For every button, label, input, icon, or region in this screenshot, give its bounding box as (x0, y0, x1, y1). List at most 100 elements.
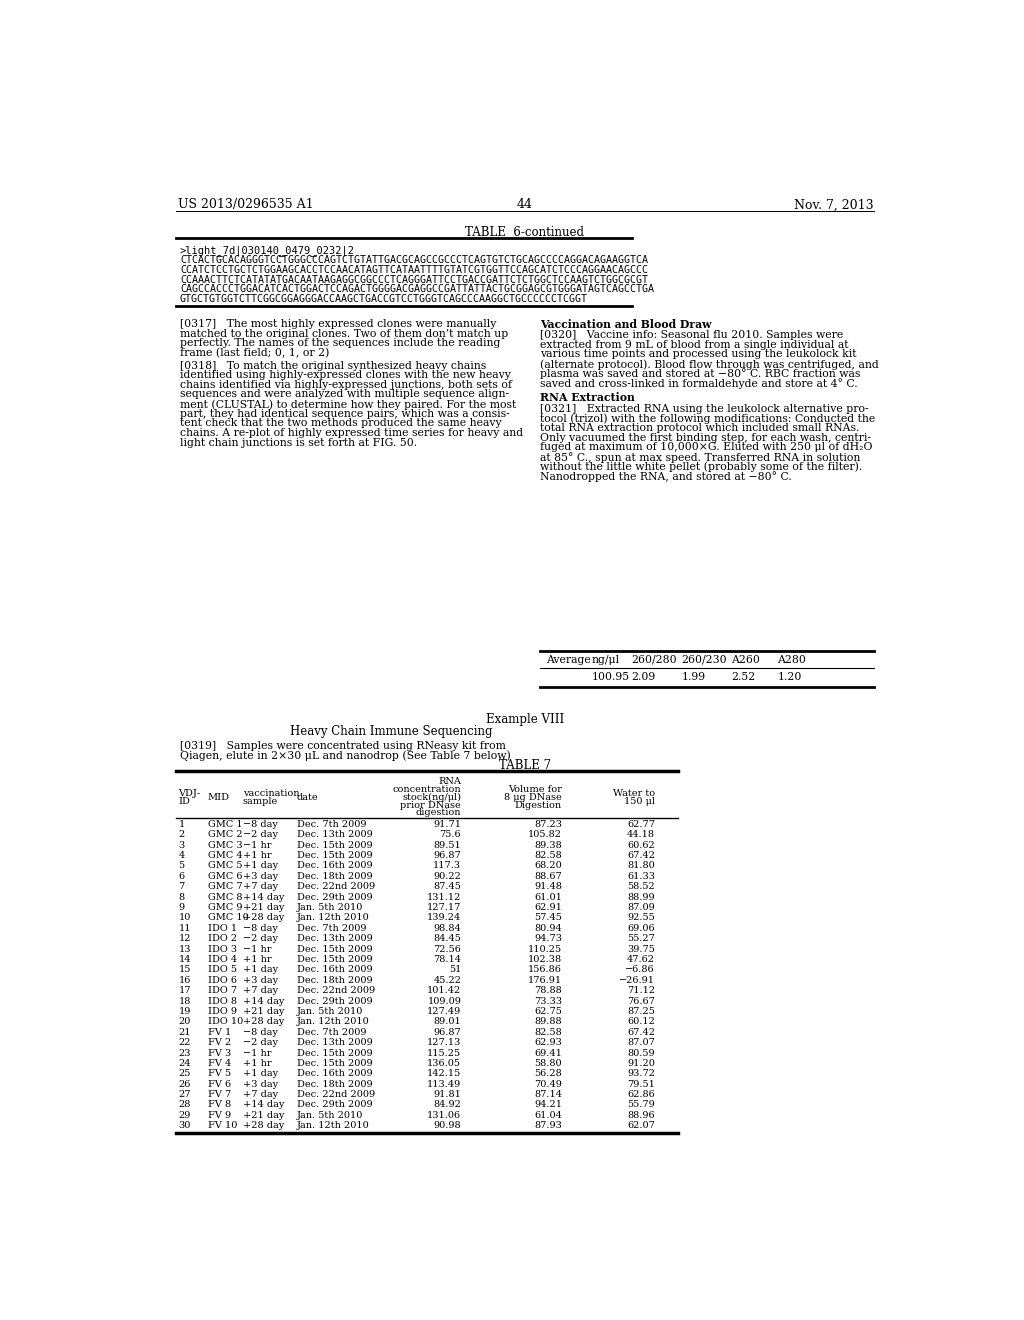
Text: 60.62: 60.62 (628, 841, 655, 850)
Text: Example VIII: Example VIII (485, 713, 564, 726)
Text: FV 8: FV 8 (208, 1101, 231, 1110)
Text: GMC 6: GMC 6 (208, 871, 243, 880)
Text: 102.38: 102.38 (528, 954, 562, 964)
Text: A280: A280 (777, 655, 806, 665)
Text: 260/280: 260/280 (632, 655, 677, 665)
Text: Dec. 7th 2009: Dec. 7th 2009 (297, 820, 367, 829)
Text: Dec. 15th 2009: Dec. 15th 2009 (297, 954, 373, 964)
Text: +1 day: +1 day (243, 862, 278, 870)
Text: −26.91: −26.91 (618, 975, 655, 985)
Text: ID: ID (178, 797, 190, 805)
Text: 101.42: 101.42 (427, 986, 461, 995)
Text: 115.25: 115.25 (427, 1048, 461, 1057)
Text: 71.12: 71.12 (627, 986, 655, 995)
Text: 90.22: 90.22 (433, 871, 461, 880)
Text: CTCACTGCACAGGGTCCTGGGCCCAGTCTGTATTGACGCAGCCGCCCTCAGTGTCTGCAGCCCCAGGACAGAAGGTCA: CTCACTGCACAGGGTCCTGGGCCCAGTCTGTATTGACGCA… (180, 256, 648, 265)
Text: Nanodropped the RNA, and stored at −80° C.: Nanodropped the RNA, and stored at −80° … (541, 471, 792, 482)
Text: 20: 20 (178, 1018, 190, 1027)
Text: light chain junctions is set forth at FIG. 50.: light chain junctions is set forth at FI… (180, 437, 417, 447)
Text: −8 day: −8 day (243, 924, 278, 933)
Text: IDO 9: IDO 9 (208, 1007, 237, 1016)
Text: 76.67: 76.67 (627, 997, 655, 1006)
Text: +3 day: +3 day (243, 1080, 278, 1089)
Text: tocol (trizol) with the following modifications: Conducted the: tocol (trizol) with the following modifi… (541, 413, 876, 424)
Text: 72.56: 72.56 (433, 945, 461, 953)
Text: GMC 9: GMC 9 (208, 903, 243, 912)
Text: 62.07: 62.07 (627, 1121, 655, 1130)
Text: TABLE  6-continued: TABLE 6-continued (465, 226, 585, 239)
Text: 56.28: 56.28 (535, 1069, 562, 1078)
Text: 87.93: 87.93 (535, 1121, 562, 1130)
Text: 93.72: 93.72 (627, 1069, 655, 1078)
Text: Dec. 16th 2009: Dec. 16th 2009 (297, 1069, 373, 1078)
Text: IDO 1: IDO 1 (208, 924, 237, 933)
Text: [0318]   To match the original synthesized heavy chains: [0318] To match the original synthesized… (180, 360, 486, 371)
Text: sequences and were analyzed with multiple sequence align-: sequences and were analyzed with multipl… (180, 389, 509, 400)
Text: −1 hr: −1 hr (243, 841, 271, 850)
Text: +1 hr: +1 hr (243, 954, 271, 964)
Text: 87.45: 87.45 (433, 882, 461, 891)
Text: 45.22: 45.22 (433, 975, 461, 985)
Text: GMC 8: GMC 8 (208, 892, 243, 902)
Text: 11: 11 (178, 924, 190, 933)
Text: CCAAACTTCTCATATATGACAATAAGAGGCGGCCCTCAGGGATTCCTGACCGATTCTCTGGCTCCAAGTCTGGCGCGT: CCAAACTTCTCATATATGACAATAAGAGGCGGCCCTCAGG… (180, 275, 648, 285)
Text: Jan. 12th 2010: Jan. 12th 2010 (297, 913, 370, 923)
Text: 89.88: 89.88 (535, 1018, 562, 1027)
Text: perfectly. The names of the sequences include the reading: perfectly. The names of the sequences in… (180, 338, 501, 348)
Text: 88.99: 88.99 (628, 892, 655, 902)
Text: 98.84: 98.84 (433, 924, 461, 933)
Text: Dec. 15th 2009: Dec. 15th 2009 (297, 841, 373, 850)
Text: Volume for: Volume for (508, 785, 562, 795)
Text: −2 day: −2 day (243, 1038, 278, 1047)
Text: 127.17: 127.17 (427, 903, 461, 912)
Text: Dec. 18th 2009: Dec. 18th 2009 (297, 1080, 373, 1089)
Text: GMC 1: GMC 1 (208, 820, 243, 829)
Text: 94.73: 94.73 (534, 935, 562, 944)
Text: A260: A260 (731, 655, 760, 665)
Text: 61.33: 61.33 (627, 871, 655, 880)
Text: +1 day: +1 day (243, 965, 278, 974)
Text: 57.45: 57.45 (535, 913, 562, 923)
Text: 142.15: 142.15 (427, 1069, 461, 1078)
Text: FV 4: FV 4 (208, 1059, 231, 1068)
Text: part, they had identical sequence pairs, which was a consis-: part, they had identical sequence pairs,… (180, 409, 510, 418)
Text: TABLE 7: TABLE 7 (499, 759, 551, 772)
Text: −6.86: −6.86 (626, 965, 655, 974)
Text: 14: 14 (178, 954, 190, 964)
Text: −1 hr: −1 hr (243, 945, 271, 953)
Text: concentration: concentration (392, 785, 461, 795)
Text: 12: 12 (178, 935, 190, 944)
Text: Dec. 7th 2009: Dec. 7th 2009 (297, 924, 367, 933)
Text: 80.59: 80.59 (628, 1048, 655, 1057)
Text: 87.14: 87.14 (534, 1090, 562, 1100)
Text: Dec. 22nd 2009: Dec. 22nd 2009 (297, 882, 375, 891)
Text: 96.87: 96.87 (433, 1028, 461, 1036)
Text: 1: 1 (178, 820, 184, 829)
Text: [0321]   Extracted RNA using the leukolock alternative pro-: [0321] Extracted RNA using the leukolock… (541, 404, 869, 413)
Text: Dec. 18th 2009: Dec. 18th 2009 (297, 975, 373, 985)
Text: 90.98: 90.98 (433, 1121, 461, 1130)
Text: FV 5: FV 5 (208, 1069, 231, 1078)
Text: 68.20: 68.20 (535, 862, 562, 870)
Text: FV 7: FV 7 (208, 1090, 231, 1100)
Text: 44: 44 (517, 198, 532, 211)
Text: Water to: Water to (613, 789, 655, 799)
Text: 84.45: 84.45 (433, 935, 461, 944)
Text: 22: 22 (178, 1038, 190, 1047)
Text: +7 day: +7 day (243, 882, 278, 891)
Text: 127.49: 127.49 (427, 1007, 461, 1016)
Text: FV 10: FV 10 (208, 1121, 238, 1130)
Text: total RNA extraction protocol which included small RNAs.: total RNA extraction protocol which incl… (541, 422, 860, 433)
Text: Dec. 22nd 2009: Dec. 22nd 2009 (297, 1090, 375, 1100)
Text: 55.79: 55.79 (628, 1101, 655, 1110)
Text: +3 day: +3 day (243, 871, 278, 880)
Text: 96.87: 96.87 (433, 851, 461, 861)
Text: Heavy Chain Immune Sequencing: Heavy Chain Immune Sequencing (290, 725, 493, 738)
Text: without the little white pellet (probably some of the filter).: without the little white pellet (probabl… (541, 462, 862, 473)
Text: matched to the original clones. Two of them don’t match up: matched to the original clones. Two of t… (180, 329, 508, 338)
Text: 5: 5 (178, 862, 184, 870)
Text: Vaccination and Blood Draw: Vaccination and Blood Draw (541, 319, 712, 330)
Text: frame (last field; 0, 1, or 2): frame (last field; 0, 1, or 2) (180, 348, 330, 358)
Text: Dec. 29th 2009: Dec. 29th 2009 (297, 892, 373, 902)
Text: Dec. 13th 2009: Dec. 13th 2009 (297, 935, 373, 944)
